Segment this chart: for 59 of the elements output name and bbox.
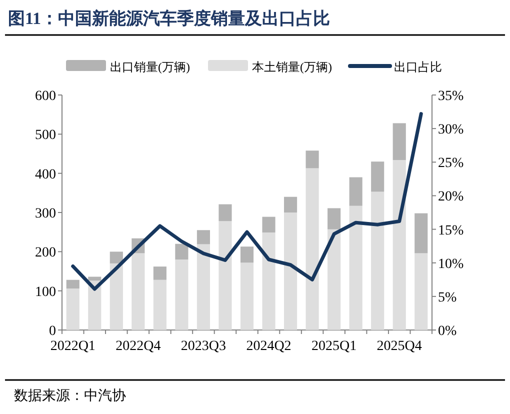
y2-tick-label: 30% <box>438 122 464 138</box>
y2-tick-label: 0% <box>438 324 457 339</box>
bar <box>218 221 232 330</box>
bar <box>175 244 188 260</box>
bar <box>175 260 188 330</box>
bar <box>284 212 298 330</box>
legend-label: 本土销量(万辆) <box>252 60 332 74</box>
y-tick-label: 100 <box>35 284 56 300</box>
y-tick-label: 600 <box>35 89 56 104</box>
x-tick-label: 2022Q1 <box>50 339 96 354</box>
legend-label: 出口销量(万辆) <box>110 60 190 74</box>
bar <box>240 246 254 263</box>
bar <box>414 213 428 254</box>
bar <box>414 253 428 330</box>
bar <box>66 288 80 330</box>
bar <box>284 196 298 212</box>
y2-tick-label: 15% <box>438 223 464 238</box>
legend-label: 出口占比 <box>394 60 442 74</box>
bar <box>196 244 210 330</box>
bar <box>88 276 102 281</box>
bar <box>328 229 341 330</box>
bar <box>196 230 210 244</box>
bar <box>110 252 123 264</box>
y-tick-label: 300 <box>35 206 56 222</box>
bar <box>392 160 406 330</box>
x-tick-label: 2024Q2 <box>246 339 292 354</box>
y2-tick-label: 25% <box>438 156 464 172</box>
bar <box>132 253 145 330</box>
x-tick-label: 2025Q4 <box>376 339 422 354</box>
y-tick-label: 500 <box>35 128 56 144</box>
bar <box>153 280 166 330</box>
y2-tick-label: 10% <box>438 256 464 272</box>
bar <box>218 204 232 222</box>
line-series <box>71 112 423 291</box>
source-note: 数据来源：中汽协 <box>14 388 126 404</box>
bar <box>153 266 166 280</box>
x-tick-label: 2022Q4 <box>116 339 161 354</box>
bar <box>392 123 406 160</box>
bar <box>262 216 276 232</box>
x-tick-label: 2023Q3 <box>180 339 226 354</box>
bar <box>371 162 384 192</box>
bar <box>306 168 319 330</box>
x-tick-label: 2025Q1 <box>311 339 357 354</box>
bar <box>240 262 254 330</box>
y-tick-label: 200 <box>35 246 56 261</box>
bar <box>349 177 362 206</box>
y2-tick-label: 5% <box>438 290 457 306</box>
y-tick-label: 400 <box>35 167 56 182</box>
bar <box>371 192 384 330</box>
bar <box>262 232 276 330</box>
chart-title: 图11：中国新能源汽车季度销量及出口占比 <box>8 9 330 28</box>
bar <box>349 206 362 330</box>
bar <box>306 150 319 168</box>
bar <box>110 263 123 330</box>
bar <box>328 208 341 230</box>
y-tick-label: 0 <box>49 324 56 339</box>
bar <box>66 280 80 288</box>
y2-tick-label: 35% <box>438 89 464 104</box>
y2-tick-label: 20% <box>438 190 464 205</box>
